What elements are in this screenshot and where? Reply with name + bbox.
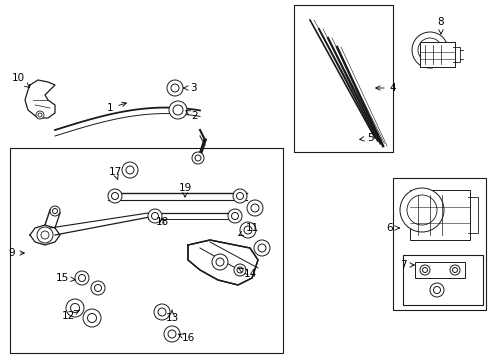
Text: 11: 11 xyxy=(238,223,258,235)
Circle shape xyxy=(70,303,80,312)
Circle shape xyxy=(258,244,265,252)
Circle shape xyxy=(168,330,176,338)
Circle shape xyxy=(433,287,440,293)
Text: 2: 2 xyxy=(185,111,198,121)
Circle shape xyxy=(212,254,227,270)
Text: 5: 5 xyxy=(359,133,372,143)
Circle shape xyxy=(38,113,42,117)
Text: 4: 4 xyxy=(375,83,395,93)
Circle shape xyxy=(429,283,443,297)
Circle shape xyxy=(94,284,102,292)
Circle shape xyxy=(87,314,96,323)
Text: 14: 14 xyxy=(238,268,256,279)
Text: 15: 15 xyxy=(55,273,75,283)
Circle shape xyxy=(167,80,183,96)
Circle shape xyxy=(41,231,49,239)
Circle shape xyxy=(253,240,269,256)
Polygon shape xyxy=(187,240,258,285)
Text: 9: 9 xyxy=(9,248,24,258)
Circle shape xyxy=(419,265,429,275)
Circle shape xyxy=(126,166,134,174)
Circle shape xyxy=(236,193,243,199)
Circle shape xyxy=(79,274,85,282)
Circle shape xyxy=(111,193,118,199)
Circle shape xyxy=(237,267,243,273)
Circle shape xyxy=(216,258,224,266)
Circle shape xyxy=(244,226,251,234)
Text: 1: 1 xyxy=(106,102,126,113)
Text: 13: 13 xyxy=(165,310,178,323)
Circle shape xyxy=(50,206,60,216)
Circle shape xyxy=(163,326,180,342)
Bar xyxy=(293,5,392,152)
Circle shape xyxy=(449,265,459,275)
Circle shape xyxy=(451,267,457,273)
Circle shape xyxy=(399,188,443,232)
Bar xyxy=(10,148,283,353)
Circle shape xyxy=(148,209,162,223)
Text: 18: 18 xyxy=(155,217,168,227)
Circle shape xyxy=(406,195,436,225)
Bar xyxy=(392,178,485,310)
Circle shape xyxy=(83,309,101,327)
Circle shape xyxy=(36,111,44,119)
Circle shape xyxy=(240,222,256,238)
Circle shape xyxy=(227,209,242,223)
Circle shape xyxy=(154,304,170,320)
Circle shape xyxy=(234,264,245,276)
Text: 16: 16 xyxy=(178,333,194,343)
Text: 17: 17 xyxy=(108,167,122,180)
Circle shape xyxy=(232,189,246,203)
Circle shape xyxy=(108,189,122,203)
Text: 6: 6 xyxy=(386,223,399,233)
Text: 7: 7 xyxy=(399,260,413,270)
Text: 12: 12 xyxy=(61,310,80,321)
Text: 10: 10 xyxy=(11,73,29,87)
Circle shape xyxy=(151,212,158,220)
Circle shape xyxy=(91,281,105,295)
Circle shape xyxy=(122,162,138,178)
Bar xyxy=(402,255,482,305)
Bar xyxy=(409,190,469,240)
Bar xyxy=(419,42,454,67)
Circle shape xyxy=(411,32,447,68)
Circle shape xyxy=(246,200,263,216)
Text: 8: 8 xyxy=(437,17,444,34)
Circle shape xyxy=(192,152,203,164)
Bar xyxy=(414,262,464,278)
Circle shape xyxy=(250,204,259,212)
Circle shape xyxy=(169,101,186,119)
Circle shape xyxy=(231,212,238,220)
Circle shape xyxy=(75,271,89,285)
Circle shape xyxy=(171,84,179,92)
Circle shape xyxy=(66,299,84,317)
Text: 3: 3 xyxy=(183,83,196,93)
Circle shape xyxy=(52,208,58,213)
Circle shape xyxy=(37,227,53,243)
Text: 19: 19 xyxy=(178,183,191,197)
Circle shape xyxy=(422,267,427,273)
Circle shape xyxy=(158,308,165,316)
Circle shape xyxy=(173,105,183,115)
Circle shape xyxy=(417,38,441,62)
Circle shape xyxy=(195,155,201,161)
